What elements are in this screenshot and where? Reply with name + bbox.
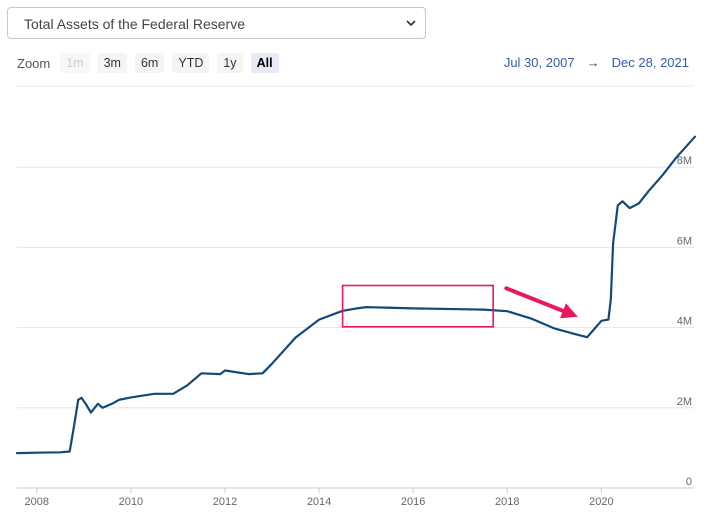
range-separator: → xyxy=(586,55,600,70)
y-tick-label: 4M xyxy=(677,316,692,328)
x-tick-label: 2010 xyxy=(119,496,143,508)
x-tick-label: 2014 xyxy=(307,496,331,508)
y-tick-label: 8M xyxy=(677,155,692,167)
x-axis-ticks: 2008 2010 2012 2014 2016 2018 2020 xyxy=(25,488,614,508)
highlight-arrow-head xyxy=(560,303,578,319)
series-layer xyxy=(15,135,697,455)
zoom-3m-button[interactable]: 3m xyxy=(97,53,127,73)
series-line-total-assets xyxy=(15,135,697,455)
y-tick-label: 6M xyxy=(677,235,692,247)
zoom-1y-button[interactable]: 1y xyxy=(217,53,243,73)
date-range: Jul 30, 2007 → Dec 28, 2021 xyxy=(504,55,689,70)
zoom-6m-button[interactable]: 6m xyxy=(134,53,165,73)
zoom-1m-button[interactable]: 1m xyxy=(60,53,90,73)
series-selector-label: Total Assets of the Federal Reserve xyxy=(24,16,245,32)
y-axis-ticks: 0 2M 4M 6M 8M xyxy=(677,155,692,488)
gridlines xyxy=(17,85,694,409)
zoom-controls: Zoom 1m 3m 6m YTD 1y All xyxy=(17,52,287,74)
chevron-down-icon xyxy=(406,20,416,27)
zoom-ytd-button[interactable]: YTD xyxy=(172,53,210,73)
series-selector[interactable]: Total Assets of the Federal Reserve xyxy=(7,7,426,39)
x-tick-label: 2008 xyxy=(25,496,49,508)
highlight-arrow-shaft xyxy=(504,286,565,313)
zoom-label: Zoom xyxy=(17,55,51,71)
highlight-rectangle xyxy=(341,284,494,328)
x-tick-label: 2018 xyxy=(495,496,519,508)
x-tick-label: 2016 xyxy=(401,496,425,508)
y-tick-label: 2M xyxy=(677,396,692,408)
zoom-all-button[interactable]: All xyxy=(250,53,279,73)
range-to[interactable]: Dec 28, 2021 xyxy=(611,55,689,70)
range-from[interactable]: Jul 30, 2007 xyxy=(503,55,575,70)
x-tick-label: 2020 xyxy=(589,496,613,508)
x-tick-label: 2012 xyxy=(213,496,237,508)
annotations xyxy=(341,284,578,328)
y-tick-label: 0 xyxy=(686,476,692,488)
